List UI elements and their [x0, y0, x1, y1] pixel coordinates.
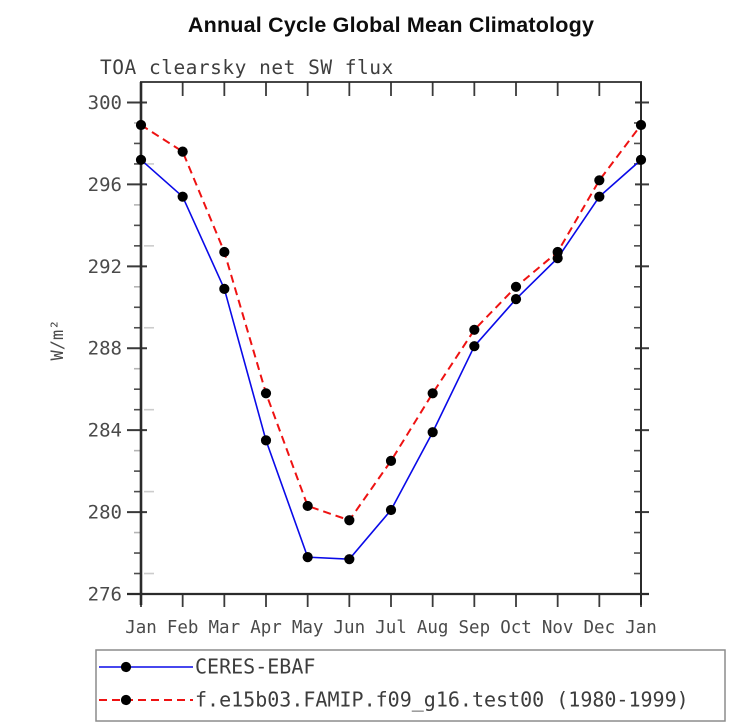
data-point-marker [635, 119, 647, 131]
data-point-marker [552, 246, 563, 258]
y-tick-label: 284 [88, 420, 122, 442]
data-point-marker [594, 191, 605, 202]
x-tick-label: Sep [459, 618, 491, 638]
x-tick-label: Mar [209, 618, 241, 638]
chart-subtitle: TOA clearsky net SW flux [100, 56, 394, 79]
data-point-marker [385, 504, 397, 516]
chart-title: Annual Cycle Global Mean Climatology [187, 13, 595, 37]
data-point-marker [469, 324, 480, 335]
x-tick-label: Aug [417, 618, 449, 638]
x-tick-label: Apr [250, 618, 282, 638]
x-tick-label: Jan [625, 618, 657, 638]
data-point-marker [302, 500, 313, 512]
y-tick-label: 292 [88, 256, 122, 278]
data-point-marker [260, 435, 272, 446]
x-tick-label: Feb [167, 618, 199, 638]
data-point-marker [427, 427, 438, 438]
data-point-marker [219, 246, 230, 258]
data-point-marker [469, 341, 480, 352]
data-point-marker [427, 388, 438, 399]
data-point-marker [302, 552, 313, 563]
data-point-marker [510, 293, 522, 305]
data-point-marker [594, 175, 605, 186]
x-tick-label: Dec [584, 618, 616, 638]
data-point-marker [344, 515, 355, 526]
y-axis-title: W/m² [48, 320, 68, 361]
legend-marker [120, 661, 132, 673]
y-tick-label: 300 [88, 92, 122, 114]
y-tick-label: 288 [88, 338, 122, 360]
data-point-marker [260, 388, 272, 399]
data-point-marker [219, 283, 230, 294]
data-point-marker [135, 154, 147, 165]
y-tick-label: 280 [88, 502, 122, 524]
legend-label: f.e15b03.FAMIP.f09_g16.test00 (1980-1999… [195, 688, 689, 712]
y-tick-label: 296 [88, 174, 122, 196]
data-point-marker [510, 281, 522, 292]
x-tick-label: Jan [125, 618, 157, 638]
data-point-marker [177, 191, 188, 202]
data-point-marker [635, 154, 647, 165]
x-tick-label: Nov [542, 618, 574, 638]
x-tick-label: Jul [375, 618, 407, 638]
legend-label: CERES-EBAF [195, 655, 315, 679]
legend-box [95, 649, 726, 722]
legend-marker [120, 694, 132, 706]
data-point-marker [344, 554, 355, 565]
series-line-ceres-ebaf [140, 159, 642, 561]
data-point-marker [135, 119, 147, 131]
x-tick-label: May [292, 618, 324, 638]
data-point-marker [177, 146, 188, 157]
data-point-marker [385, 455, 397, 466]
y-tick-label: 276 [88, 584, 122, 606]
x-tick-label: Jun [334, 618, 366, 638]
x-tick-label: Oct [500, 618, 532, 638]
